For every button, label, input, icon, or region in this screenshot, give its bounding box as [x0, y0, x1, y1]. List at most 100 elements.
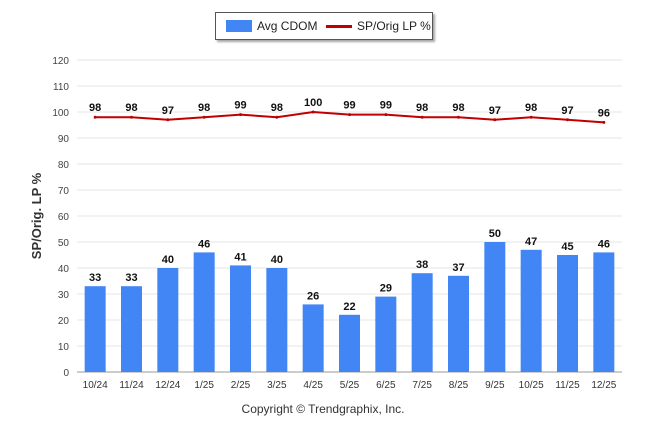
- x-tick-label: 3/25: [267, 380, 287, 391]
- bar-value-label: 46: [198, 238, 210, 250]
- line-value-label: 98: [125, 102, 137, 114]
- bar[interactable]: [557, 255, 578, 372]
- line-data-labels: 98 98 97 98 99 98 100 99 99 98 98 97 98 97 96: [89, 97, 610, 119]
- bar-series: [84, 242, 615, 372]
- x-tick-label: 12/25: [591, 380, 616, 391]
- bar-value-label: 46: [598, 238, 610, 250]
- line-point[interactable]: [493, 118, 497, 122]
- line-point[interactable]: [130, 115, 133, 119]
- line-value-label: 98: [198, 102, 210, 114]
- bar-value-label: 37: [452, 262, 464, 274]
- legend-swatch-line: [326, 24, 352, 28]
- bar[interactable]: [157, 268, 179, 372]
- y-tick-label: 90: [58, 134, 70, 145]
- line-value-label: 97: [561, 105, 573, 117]
- y-tick-label: 20: [58, 316, 70, 327]
- bar-value-label: 22: [343, 301, 355, 313]
- legend: Avg CDOM SP/Orig LP %: [215, 12, 433, 40]
- bar-value-label: 41: [234, 251, 246, 263]
- bar-value-label: 33: [125, 272, 137, 284]
- bar-value-label: 26: [307, 290, 319, 302]
- line-value-label: 97: [162, 105, 174, 117]
- line-value-label: 99: [343, 100, 355, 112]
- bar-value-label: 45: [561, 241, 573, 253]
- legend-label: SP/Orig LP %: [357, 19, 431, 33]
- y-tick-label: 70: [58, 186, 70, 197]
- x-tick-label: 12/24: [155, 380, 180, 391]
- x-tick-label: 6/25: [376, 380, 396, 391]
- bar[interactable]: [302, 304, 324, 372]
- y-tick-label: 50: [58, 238, 70, 249]
- y-tick-label: 80: [58, 160, 70, 171]
- line-point[interactable]: [202, 115, 206, 119]
- line-point[interactable]: [457, 115, 460, 119]
- bar-value-label: 38: [416, 259, 428, 271]
- x-tick-label: 10/25: [519, 380, 544, 391]
- line-point[interactable]: [602, 120, 606, 124]
- legend-label: Avg CDOM: [257, 19, 318, 33]
- bar[interactable]: [84, 286, 106, 372]
- bar-value-label: 50: [489, 228, 501, 240]
- bar[interactable]: [448, 275, 469, 372]
- legend-item-avg-cdom[interactable]: Avg CDOM: [226, 19, 317, 33]
- x-tick-label: 10/24: [83, 380, 108, 391]
- bar[interactable]: [339, 314, 360, 372]
- line-value-label: 98: [416, 102, 428, 114]
- copyright-text: Copyright © Trendgraphix, Inc.: [241, 402, 405, 416]
- x-tick-label: 5/25: [340, 380, 360, 391]
- x-tick-label: 11/24: [119, 380, 144, 391]
- x-tick-label: 1/25: [194, 380, 214, 391]
- line-value-label: 96: [598, 107, 610, 119]
- x-tick-label: 4/25: [303, 380, 323, 391]
- line-point[interactable]: [275, 115, 279, 119]
- line-value-label: 98: [525, 102, 537, 114]
- y-tick-label: 120: [52, 56, 69, 67]
- legend-item-sp-orig[interactable]: SP/Orig LP %: [326, 19, 431, 33]
- bar[interactable]: [411, 273, 433, 372]
- x-tick-label: 2/25: [231, 380, 251, 391]
- line-value-label: 98: [271, 102, 283, 114]
- line-point[interactable]: [420, 115, 424, 119]
- y-tick-label: 60: [58, 212, 70, 223]
- line-value-label: 100: [304, 97, 322, 109]
- bar-value-label: 33: [89, 272, 101, 284]
- bar-value-label: 40: [271, 254, 283, 266]
- bar[interactable]: [520, 249, 542, 372]
- bar[interactable]: [593, 252, 615, 372]
- bar[interactable]: [266, 268, 288, 372]
- bar-value-label: 40: [162, 254, 174, 266]
- x-tick-label: 8/25: [449, 380, 469, 391]
- x-tick-label: 9/25: [485, 380, 505, 391]
- line-point[interactable]: [348, 113, 351, 117]
- legend-swatch-bar: [226, 20, 252, 32]
- line-point[interactable]: [239, 113, 242, 117]
- y-tick-label: 10: [58, 342, 70, 353]
- line-point[interactable]: [311, 110, 315, 114]
- line-value-label: 98: [89, 102, 101, 114]
- x-tick-label: 7/25: [412, 380, 432, 391]
- line-point[interactable]: [566, 118, 569, 122]
- x-axis-ticks: 10/24 11/24 12/24 1/25 2/25 3/25 4/25 5/25 6/25 7…: [83, 380, 617, 391]
- line-point[interactable]: [93, 115, 97, 119]
- bar[interactable]: [230, 265, 251, 372]
- y-tick-label: 100: [52, 108, 69, 119]
- y-tick-label: 40: [58, 264, 70, 275]
- bar[interactable]: [484, 242, 506, 372]
- y-axis-label: SP/Orig. LP %: [29, 172, 44, 259]
- bar[interactable]: [375, 296, 397, 372]
- y-tick-label: 30: [58, 290, 70, 301]
- line-point[interactable]: [384, 113, 388, 117]
- y-tick-label: 110: [53, 82, 69, 93]
- bar[interactable]: [193, 252, 215, 372]
- line-series: [93, 110, 606, 124]
- line-point[interactable]: [529, 115, 533, 119]
- x-tick-label: 11/25: [555, 380, 580, 391]
- bar-value-label: 29: [380, 283, 392, 295]
- line-value-label: 99: [234, 100, 246, 112]
- line-value-label: 99: [380, 100, 392, 112]
- bar-data-labels: 33 33 40 46 41 40 26 22 29 38 37 50 47 45 46: [89, 228, 610, 313]
- line-point[interactable]: [166, 118, 170, 122]
- bar[interactable]: [121, 286, 142, 372]
- line-value-label: 97: [489, 105, 501, 117]
